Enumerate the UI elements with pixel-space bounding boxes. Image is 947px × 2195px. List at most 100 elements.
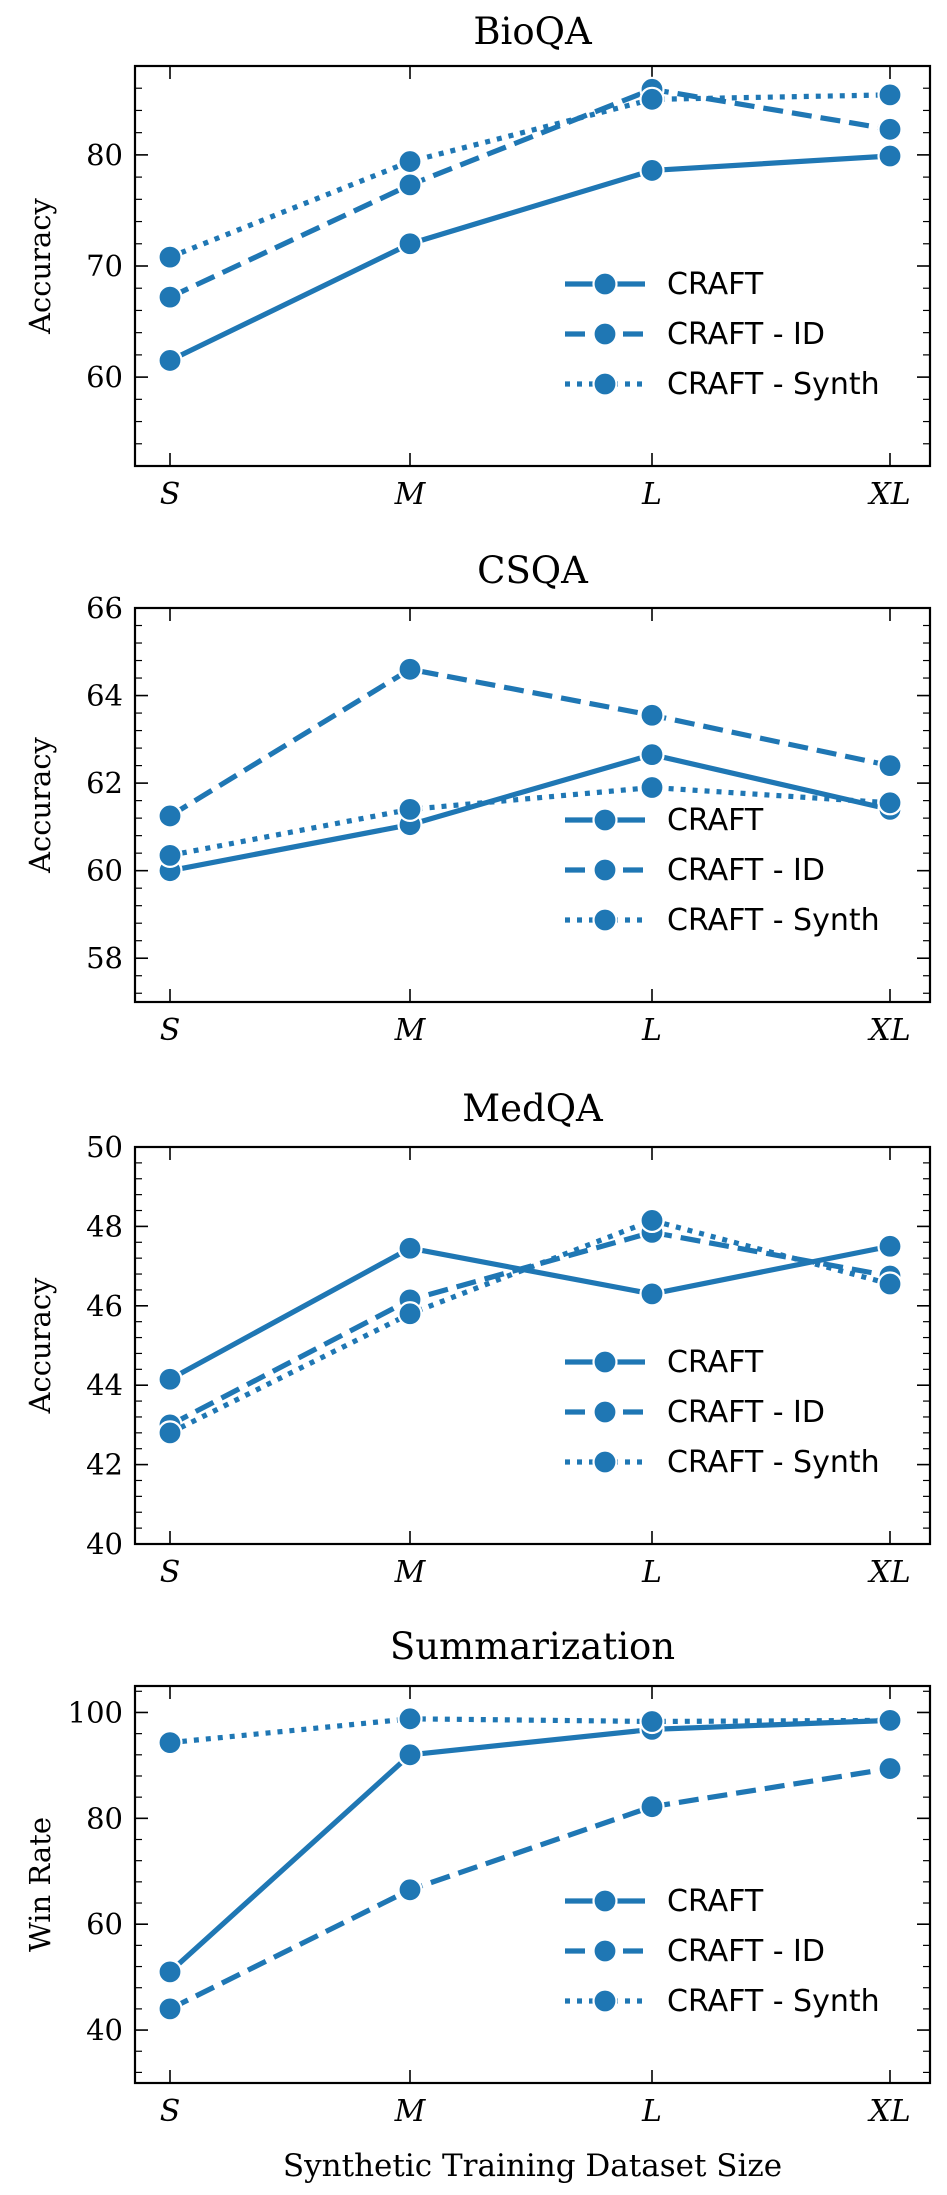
data-point (157, 347, 183, 374)
data-point (397, 1742, 423, 1768)
data-point (639, 1207, 665, 1234)
y-axis-label: Accuracy (23, 1277, 57, 1414)
x-tick-label: S (160, 2094, 181, 2129)
series-line-solid (169, 752, 891, 874)
data-point (877, 116, 903, 142)
data-point (157, 1366, 183, 1392)
y-tick-label: 60 (86, 1907, 123, 1941)
x-tick-label: L (641, 1555, 662, 1590)
data-point (157, 1959, 183, 1985)
x-tick-label: L (641, 477, 662, 512)
legend-label: CRAFT - ID (667, 317, 825, 352)
y-tick-label: 48 (86, 1209, 123, 1243)
series-line-dotted (169, 784, 891, 858)
data-point (397, 231, 423, 257)
data-point (877, 1271, 903, 1297)
x-tick-label: XL (867, 1013, 910, 1048)
legend-label: CRAFT (667, 1345, 764, 1380)
data-point (157, 803, 183, 829)
y-tick-label: 46 (86, 1289, 123, 1323)
data-point (877, 790, 903, 816)
data-point (397, 796, 423, 822)
legend-marker (592, 321, 618, 347)
series-line-dashed (168, 86, 891, 300)
x-tick-label: S (160, 1555, 181, 1590)
y-tick-label: 70 (86, 249, 123, 283)
data-point (639, 1281, 665, 1307)
y-tick-label: 100 (68, 1695, 123, 1729)
x-tick-label: XL (867, 1555, 910, 1590)
legend-label: CRAFT - Synth (667, 1445, 880, 1480)
data-point (397, 1706, 423, 1732)
data-point (397, 172, 423, 198)
legend-marker (592, 1888, 618, 1914)
x-tick-label: M (394, 1013, 427, 1048)
y-tick-label: 40 (86, 1527, 123, 1561)
y-tick-label: 60 (86, 854, 123, 888)
legend-marker (592, 1399, 618, 1425)
legend-label: CRAFT - Synth (667, 1984, 880, 2019)
legend-marker (592, 907, 618, 933)
legend-label: CRAFT (667, 267, 764, 302)
legend-label: CRAFT - ID (667, 853, 825, 888)
data-point (157, 244, 183, 270)
x-tick-label: L (641, 1013, 662, 1048)
data-point (397, 1877, 423, 1903)
legend-label: CRAFT - Synth (667, 367, 880, 402)
y-tick-label: 64 (86, 679, 123, 713)
data-point (157, 842, 183, 868)
x-tick-label: S (160, 1013, 181, 1048)
data-point (639, 1708, 665, 1735)
chart-title: MedQA (462, 1087, 604, 1130)
data-point (157, 1420, 183, 1446)
y-tick-label: 60 (86, 360, 123, 394)
series-line-dotted (169, 92, 891, 260)
data-point (157, 1996, 183, 2022)
series-line-solid (168, 1717, 891, 1974)
chart-title: Summarization (390, 1625, 675, 1668)
y-tick-label: 50 (86, 1130, 123, 1164)
series-line-solid (168, 153, 891, 363)
plot-frame (133, 1684, 932, 2085)
legend-label: CRAFT - ID (667, 1395, 825, 1430)
legend-marker (592, 1938, 618, 1964)
y-tick-label: 44 (86, 1368, 123, 1402)
x-tick-label: M (394, 1555, 427, 1590)
data-point (397, 1301, 423, 1327)
data-point (157, 1730, 183, 1756)
series-line-solid (168, 1243, 891, 1382)
chart-title: BioQA (473, 10, 593, 53)
plot-frame (133, 1145, 932, 1546)
y-axis-label: Accuracy (23, 736, 57, 873)
series-line-dotted (168, 1217, 891, 1436)
x-tick-label: S (160, 477, 181, 512)
legend-label: CRAFT - Synth (667, 903, 880, 938)
legend-label: CRAFT (667, 803, 764, 838)
y-tick-label: 58 (86, 941, 123, 975)
x-tick-label: M (394, 2094, 427, 2129)
data-point (397, 1235, 423, 1261)
data-point (639, 742, 665, 768)
x-tick-label: XL (867, 2094, 910, 2129)
y-axis-label: Accuracy (23, 197, 57, 334)
data-point (397, 656, 423, 682)
data-point (157, 284, 183, 310)
x-tick-label: M (394, 477, 427, 512)
plot-frame (133, 606, 932, 1004)
data-point (639, 702, 665, 728)
chart-panel-2: CSQA 58 60 62 64 66 S M L XL Accuracy CRAFT CRAFT - … (23, 549, 932, 1048)
data-point (877, 1755, 903, 1782)
data-point (639, 86, 665, 112)
chart-title: CSQA (477, 549, 589, 592)
y-axis-label: Win Rate (23, 1817, 57, 1952)
legend-marker (592, 1449, 618, 1475)
legend-label: CRAFT - ID (667, 1934, 825, 1969)
x-axis-label: Synthetic Training Dataset Size (283, 2148, 782, 2184)
y-tick-label: 62 (86, 766, 123, 800)
y-tick-label: 80 (86, 138, 123, 172)
x-tick-label: L (641, 2094, 662, 2129)
plot-frame (133, 64, 932, 468)
data-point (639, 1794, 665, 1820)
legend-marker (592, 807, 618, 833)
